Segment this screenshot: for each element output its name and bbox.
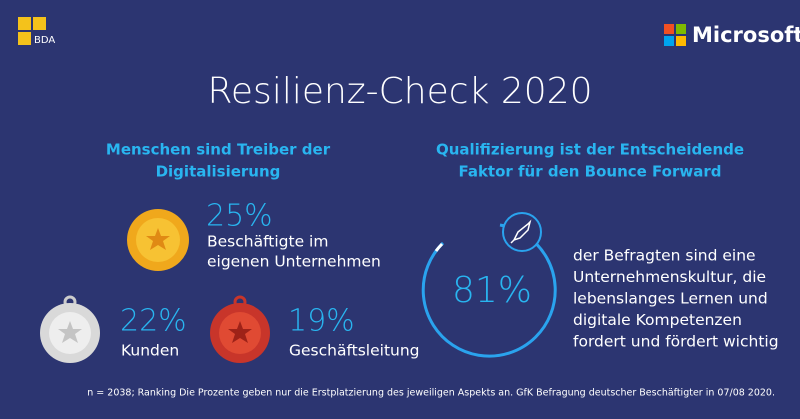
description-line: lebenslanges Lernen und bbox=[573, 290, 768, 308]
percentage: 25% bbox=[206, 199, 273, 234]
heading: Digitalisierung bbox=[156, 163, 281, 181]
bda-logo: BDA bbox=[18, 17, 55, 46]
heading: Menschen sind Treiber der bbox=[106, 141, 331, 159]
bronze-medal bbox=[210, 295, 270, 363]
label: Kunden bbox=[121, 342, 179, 360]
logo-text: Microsoft bbox=[692, 23, 800, 47]
label: Beschäftigte im bbox=[207, 233, 328, 251]
percentage: 22% bbox=[120, 304, 187, 339]
description-line: der Befragten sind eine bbox=[573, 247, 756, 265]
description-line: fordert und fördert wichtig bbox=[573, 333, 779, 351]
microsoft-logo: Microsoft bbox=[664, 23, 800, 47]
silver-medal bbox=[40, 295, 100, 363]
percentage: 81% bbox=[452, 270, 532, 311]
gold-medal bbox=[127, 209, 189, 271]
footnote: n = 2038; Ranking Die Prozente geben nur… bbox=[87, 388, 775, 399]
description-line: Unternehmenskultur, die bbox=[573, 268, 766, 286]
heading: Qualifizierung ist der Entscheidende bbox=[436, 141, 744, 159]
label: Geschäftsleitung bbox=[289, 342, 420, 360]
description-line: digitale Kompetenzen bbox=[573, 311, 742, 329]
description: der Befragten sind eine Unternehmenskultu… bbox=[573, 247, 779, 351]
ring bbox=[421, 212, 557, 358]
logo-text: BDA bbox=[34, 35, 55, 46]
heading: Faktor für den Bounce Forward bbox=[458, 163, 721, 181]
title: Resilienz-Check 2020 bbox=[208, 71, 593, 112]
label: eigenen Unternehmen bbox=[207, 253, 381, 271]
percentage: 19% bbox=[288, 304, 355, 339]
